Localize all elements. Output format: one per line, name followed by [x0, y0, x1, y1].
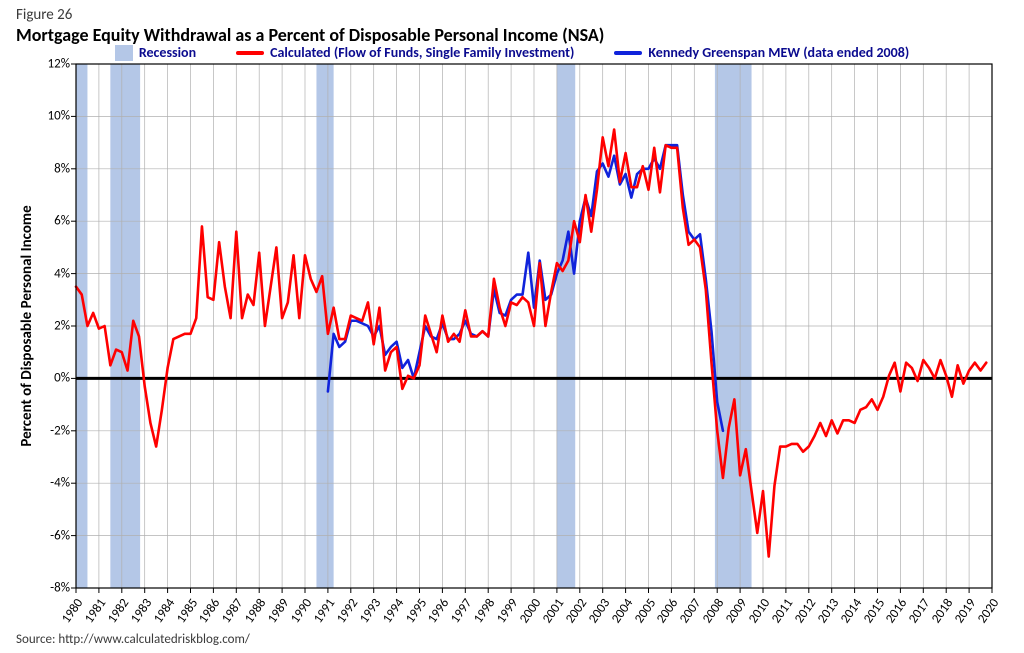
y-tick-label: 6% — [34, 214, 70, 229]
x-tick-label: 1992 — [334, 596, 361, 626]
x-tick-label: 2000 — [517, 596, 544, 626]
y-tick-label: -6% — [34, 528, 70, 543]
x-tick-label: 2003 — [586, 596, 613, 626]
x-tick-label: 1981 — [82, 596, 109, 626]
chart-svg — [76, 64, 992, 588]
x-tick-label: 2018 — [929, 596, 956, 626]
recession-swatch — [115, 45, 133, 61]
x-tick-label: 2004 — [608, 596, 635, 626]
x-tick-label: 1984 — [150, 596, 177, 626]
y-tick-label: 10% — [34, 109, 70, 124]
y-tick-label: -8% — [34, 581, 70, 596]
y-tick-label: 12% — [34, 57, 70, 72]
x-tick-label: 1995 — [402, 596, 429, 626]
x-tick-label: 2015 — [860, 596, 887, 626]
legend-item-kennedy: Kennedy Greenspan MEW (data ended 2008) — [614, 44, 909, 61]
y-tick-label: 4% — [34, 266, 70, 281]
x-tick-label: 1991 — [311, 596, 338, 626]
x-tick-label: 2014 — [837, 596, 864, 626]
figure-label: Figure 26 — [16, 6, 72, 24]
x-tick-label: 1986 — [196, 596, 223, 626]
x-tick-label: 1994 — [379, 596, 406, 626]
x-tick-label: 2005 — [631, 596, 658, 626]
x-tick-label: 2012 — [792, 596, 819, 626]
x-tick-label: 1989 — [265, 596, 292, 626]
x-tick-label: 1983 — [128, 596, 155, 626]
y-tick-label: -4% — [34, 476, 70, 491]
x-tick-label: 1987 — [219, 596, 246, 626]
kennedy-swatch — [614, 51, 642, 55]
x-tick-label: 2009 — [723, 596, 750, 626]
y-tick-label: -2% — [34, 423, 70, 438]
legend-label-recession: Recession — [139, 44, 196, 61]
x-tick-label: 2010 — [746, 596, 773, 626]
y-tick-label: 8% — [34, 161, 70, 176]
legend: Recession Calculated (Flow of Funds, Sin… — [0, 44, 1024, 61]
x-tick-label: 1996 — [425, 596, 452, 626]
x-tick-label: 1999 — [494, 596, 521, 626]
chart-title: Mortgage Equity Withdrawal as a Percent … — [16, 24, 604, 46]
x-tick-label: 1993 — [357, 596, 384, 626]
x-tick-label: 1990 — [288, 596, 315, 626]
x-tick-label: 2006 — [654, 596, 681, 626]
x-tick-label: 2016 — [883, 596, 910, 626]
x-tick-label: 1982 — [105, 596, 132, 626]
x-tick-label: 2001 — [540, 596, 567, 626]
x-tick-label: 2011 — [769, 596, 796, 626]
x-tick-label: 2002 — [563, 596, 590, 626]
x-tick-label: 1997 — [448, 596, 475, 626]
x-tick-label: 1980 — [59, 596, 86, 626]
legend-item-calculated: Calculated (Flow of Funds, Single Family… — [236, 44, 574, 61]
x-tick-label: 1998 — [471, 596, 498, 626]
x-tick-label: 2017 — [906, 596, 933, 626]
y-tick-label: 2% — [34, 319, 70, 334]
y-tick-label: 0% — [34, 371, 70, 386]
legend-label-kennedy: Kennedy Greenspan MEW (data ended 2008) — [648, 44, 909, 61]
x-tick-label: 2013 — [815, 596, 842, 626]
x-tick-label: 2020 — [975, 596, 1002, 626]
x-tick-label: 1988 — [242, 596, 269, 626]
x-tick-label: 2019 — [952, 596, 979, 626]
legend-label-calculated: Calculated (Flow of Funds, Single Family… — [270, 44, 574, 61]
legend-item-recession: Recession — [115, 44, 196, 61]
chart-plot-area — [76, 64, 992, 588]
source-text: Source: http://www.calculatedriskblog.co… — [16, 632, 250, 647]
x-tick-label: 1985 — [173, 596, 200, 626]
x-tick-label: 2007 — [677, 596, 704, 626]
calculated-swatch — [236, 51, 264, 55]
x-tick-label: 2008 — [700, 596, 727, 626]
